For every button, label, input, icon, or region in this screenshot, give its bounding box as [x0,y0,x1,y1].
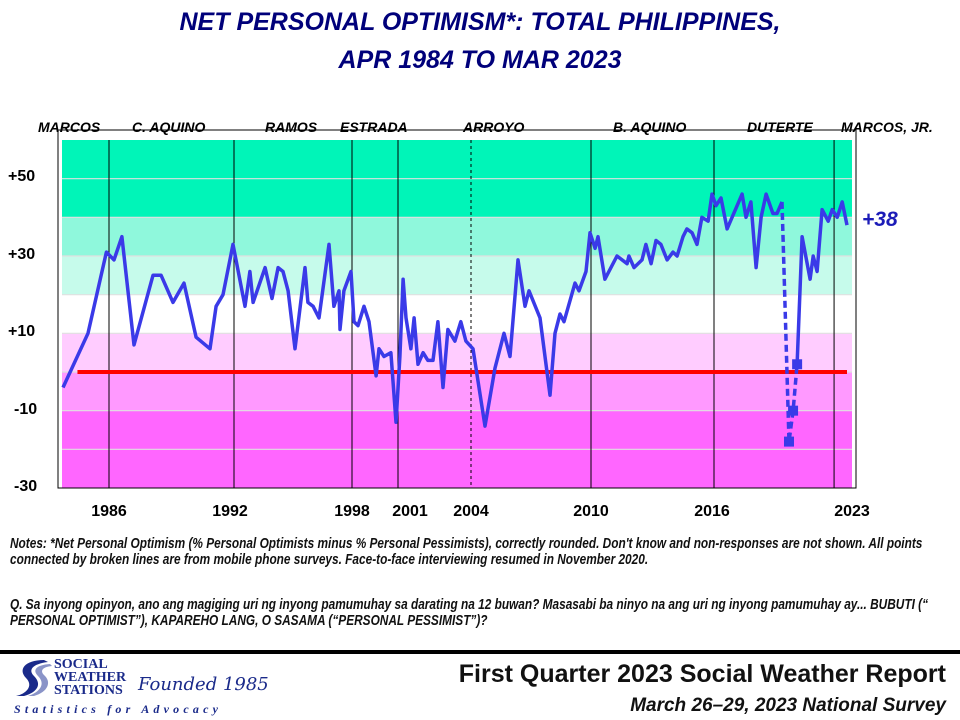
survey-question: Q. Sa inyong opinyon, ano ang magiging u… [10,596,929,629]
report-title: First Quarter 2023 Social Weather Report [458,660,946,688]
president-label-b-aquino: B. AQUINO [613,119,687,135]
background-band [62,372,852,411]
y-tick-label: +50 [8,168,36,185]
x-tick-label: 2023 [834,503,870,520]
org-name-line: SOCIAL [54,657,108,672]
tagline: Statistics for Advocacy [14,702,223,716]
footer-divider [0,650,960,654]
x-tick-label: 1986 [91,503,127,520]
plot-frame [57,129,857,489]
president-label-estrada: ESTRADA [340,119,408,135]
x-tick-label: 2010 [573,503,609,520]
founded-text: Founded 1985 [138,674,269,695]
y-tick-label: +10 [8,323,36,340]
president-label-marcos-jr: MARCOS, JR. [841,119,933,135]
y-tick-label: -30 [14,478,38,495]
x-tick-label: 1992 [212,503,248,520]
mobile-survey-marker [783,436,794,447]
president-label-marcos: MARCOS [38,119,101,135]
president-label-ramos: RAMOS [265,119,318,135]
mobile-survey-marker [792,359,803,370]
y-tick-label: -10 [14,401,38,418]
x-tick-label: 1998 [334,503,370,520]
org-name-line: STATIONS [54,683,123,698]
president-label-duterte: DUTERTE [747,119,813,135]
org-name: SOCIAL WEATHER STATIONS [54,657,127,698]
latest-value-label: +38 [862,208,898,231]
chart-title-line1: NET PERSONAL OPTIMISM*: TOTAL PHILIPPINE… [179,8,781,36]
survey-dates: March 26–29, 2023 National Survey [630,695,946,716]
x-tick-label: 2001 [392,503,428,520]
org-name-line: WEATHER [54,670,127,685]
president-label-c-aquino: C. AQUINO [132,119,206,135]
background-band [62,217,852,256]
chart-notes: Notes: *Net Personal Optimism (% Persona… [10,535,923,568]
background-band [62,294,852,334]
mobile-survey-marker [788,405,799,416]
y-tick-label: +30 [8,246,36,263]
x-tick-label: 2004 [453,503,489,520]
background-band [62,256,852,295]
sws-s-icon [16,660,52,696]
chart-title-line2: APR 1984 TO MAR 2023 [338,46,622,74]
series-line [780,201,799,444]
president-label-arroyo: ARROYO [463,119,525,135]
series-line [795,200,849,365]
x-tick-label: 2016 [694,503,730,520]
sws-logo: SOCIAL WEATHER STATIONS Founded 1985 Sta… [14,656,314,720]
series-line [61,192,784,428]
